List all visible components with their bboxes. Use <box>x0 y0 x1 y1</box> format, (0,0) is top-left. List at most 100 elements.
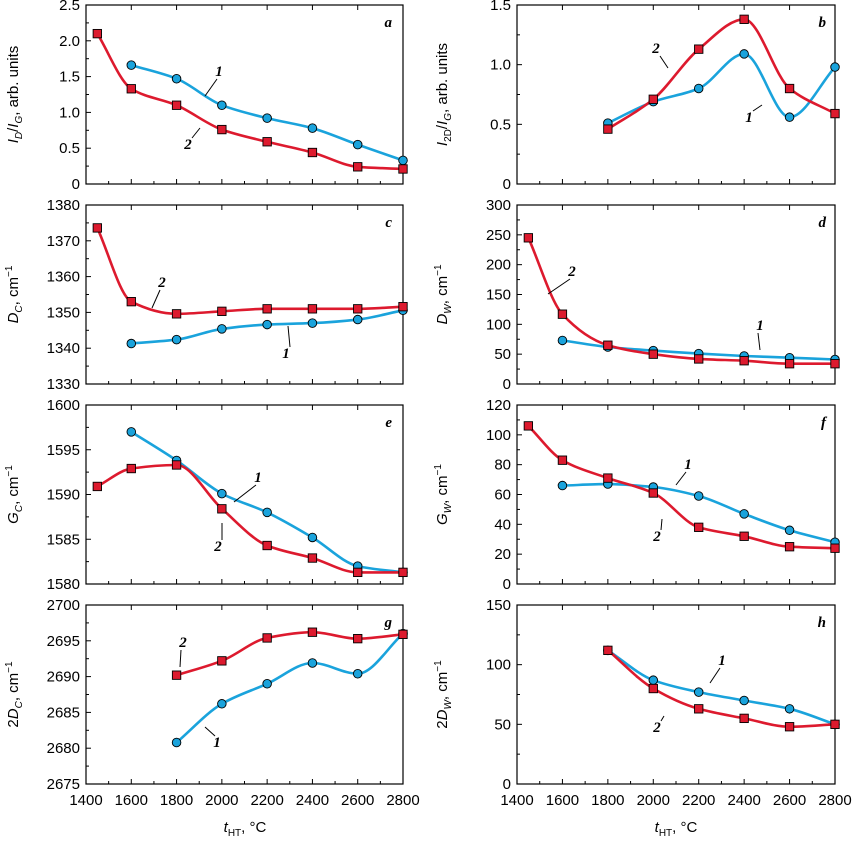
y-tick-label: 80 <box>494 457 511 474</box>
series-2-point <box>603 473 613 483</box>
series-2-point <box>603 645 613 655</box>
y-tick-label: 50 <box>494 346 511 363</box>
series-2-point <box>784 722 795 732</box>
series-1-leader <box>233 484 257 503</box>
series-2-point <box>171 309 182 319</box>
y-tick-label: 100 <box>486 427 511 444</box>
panel-f: 0 20 40 60 80 100 120 GW, cm−1 1 2 f <box>433 397 840 593</box>
panel-e: 1580 1585 1590 1595 1600 GC, cm−1 1 2 e <box>4 397 408 593</box>
x-tick-label: 2400 <box>727 792 760 809</box>
y-tick-label: 1590 <box>47 487 80 504</box>
series-2-point <box>126 463 136 474</box>
series-1-point <box>262 319 272 330</box>
series-2-point <box>398 567 408 578</box>
y-axis-label: DW, cm−1 <box>433 264 454 324</box>
series-2-point <box>784 83 795 94</box>
x-tick-label: 2800 <box>386 792 419 809</box>
y-tick-label: 2685 <box>47 704 80 721</box>
series-1-leader <box>675 471 687 486</box>
series-1-point <box>262 679 272 689</box>
series-2-point <box>92 28 102 39</box>
panel-c: 1330 1340 1350 1360 1370 1380 DC, cm−1 1 2 c <box>4 197 408 393</box>
series-2-label: 2 <box>567 264 576 280</box>
series-1-point <box>739 49 749 59</box>
series-2-point <box>262 540 272 551</box>
series-2-point <box>171 670 182 680</box>
series-2-leader <box>660 715 665 722</box>
series-1-point <box>217 488 227 499</box>
series-2-point <box>830 543 840 553</box>
y-tick-label: 2.0 <box>59 33 80 50</box>
panel-letter: g <box>384 615 393 631</box>
series-2-point <box>217 124 227 135</box>
series-1-point <box>262 113 272 123</box>
series-2-point <box>126 297 136 307</box>
series-1-point <box>557 480 568 491</box>
series-2-label: 2 <box>652 529 661 545</box>
series-2-point <box>557 455 568 465</box>
y-tick-label: 0 <box>503 576 511 593</box>
series-1-point <box>171 737 182 748</box>
panel-letter: h <box>818 615 826 631</box>
y-tick-label: 250 <box>486 227 511 244</box>
y-tick-label: 100 <box>486 316 511 333</box>
series-1-point <box>126 338 137 349</box>
y-tick-label: 1330 <box>47 376 80 393</box>
series-1-point <box>307 658 318 668</box>
y-tick-label: 100 <box>486 657 511 674</box>
y-tick-label: 1.5 <box>490 0 511 14</box>
series-2-point <box>739 531 749 541</box>
series-2-point <box>648 488 658 498</box>
y-tick-label: 2695 <box>47 633 80 650</box>
series-2-leader <box>179 649 182 668</box>
series-1-point <box>217 100 227 110</box>
x-tick-label: 2200 <box>682 792 715 809</box>
series-1-leader <box>709 667 721 684</box>
y-tick-label: 40 <box>494 516 511 533</box>
series-2-point <box>307 627 318 637</box>
y-tick-label: 1580 <box>47 576 80 593</box>
series-2-point <box>217 656 227 666</box>
series-1-point <box>739 509 749 519</box>
series-2-leader <box>191 127 201 139</box>
series-2-point <box>603 340 613 350</box>
x-tick-label: 1600 <box>115 792 148 809</box>
series-2-point <box>353 634 363 644</box>
series-1-point <box>557 335 568 346</box>
y-tick-label: 2.5 <box>59 0 80 14</box>
series-1-point <box>693 491 704 501</box>
x-tick-label: 1400 <box>500 792 533 809</box>
y-tick-label: 120 <box>486 397 511 414</box>
series-1-leader <box>757 332 761 351</box>
series-2-point <box>92 223 102 233</box>
series-1-line <box>607 52 836 125</box>
y-axis-label: 2DW, cm−1 <box>433 660 454 729</box>
y-axis-label: DC, cm−1 <box>4 265 25 323</box>
y-tick-label: 1350 <box>47 304 80 321</box>
y-tick-label: 1340 <box>47 340 80 357</box>
y-tick-label: 2675 <box>47 776 80 793</box>
series-2-point <box>262 633 272 643</box>
x-tick-label: 2800 <box>818 792 851 809</box>
series-2-point <box>694 354 704 364</box>
series-1-label: 1 <box>718 653 726 669</box>
series-1-point <box>217 324 227 334</box>
y-tick-label: 1600 <box>47 397 80 414</box>
series-2-point <box>603 124 613 134</box>
y-axis-label: ID/IG, arb. units <box>5 46 25 144</box>
series-2-line <box>96 227 404 316</box>
series-2-leader <box>151 289 161 309</box>
y-tick-label: 50 <box>494 716 511 733</box>
series-2-point <box>739 356 749 366</box>
y-tick-label: 0 <box>503 776 511 793</box>
y-tick-label: 300 <box>486 197 511 214</box>
series-1-leader <box>204 726 216 737</box>
y-tick-label: 2700 <box>47 597 80 614</box>
series-2-line <box>527 237 835 366</box>
series-1-point <box>217 699 227 709</box>
series-2-point <box>398 302 408 312</box>
y-axis-label: GW, cm−1 <box>433 464 454 525</box>
y-tick-label: 0 <box>503 176 511 193</box>
y-axis-label: 2DC, cm−1 <box>4 661 25 728</box>
